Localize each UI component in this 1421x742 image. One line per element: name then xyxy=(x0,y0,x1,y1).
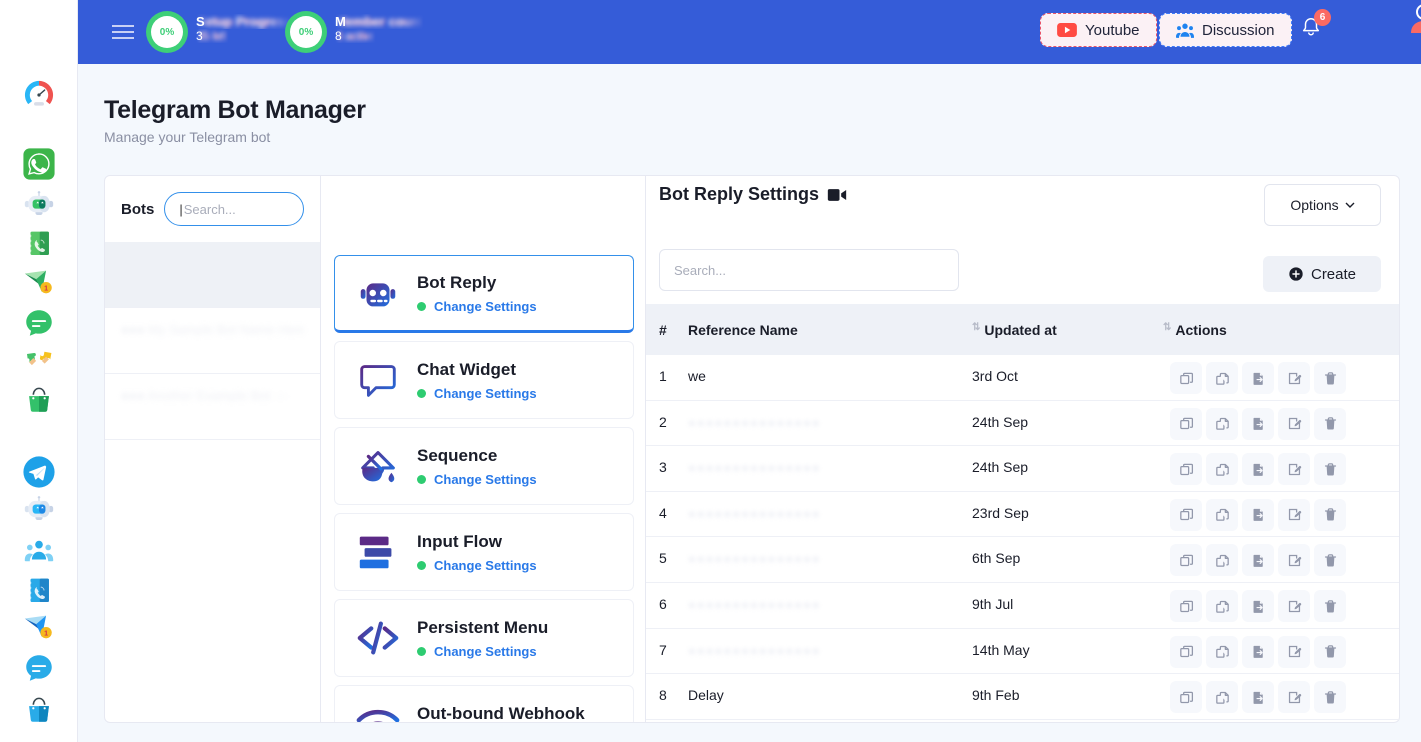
svg-text:1: 1 xyxy=(44,630,48,638)
svg-text:1: 1 xyxy=(44,285,48,293)
